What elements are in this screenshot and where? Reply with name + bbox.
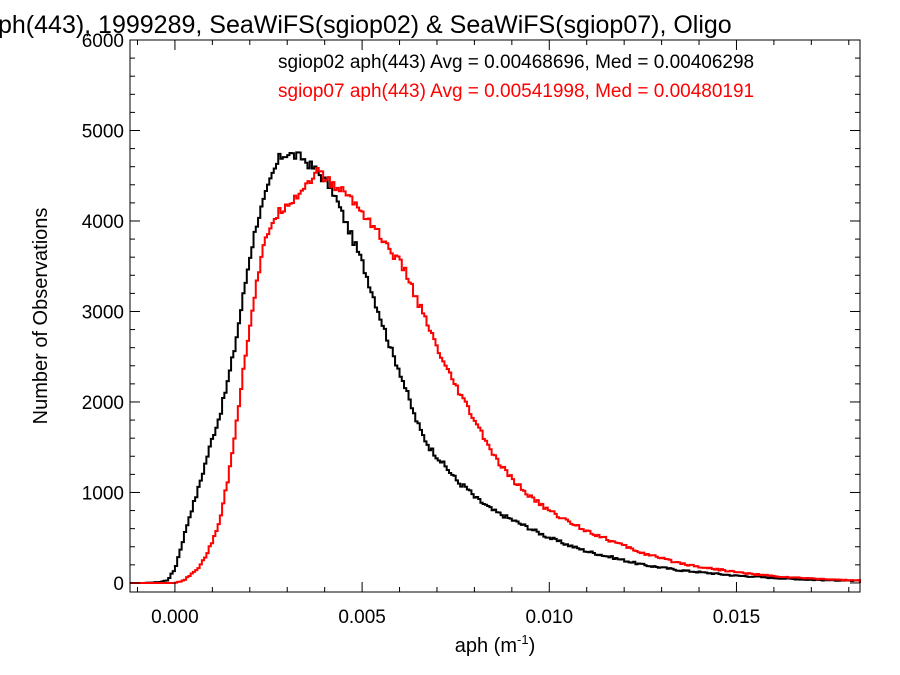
legend-entry-sgiop02: sgiop02 aph(443) Avg = 0.00468696, Med =… — [278, 52, 754, 73]
plot-frame — [129, 39, 861, 593]
legend-entry-sgiop07: sgiop07 aph(443) Avg = 0.00541998, Med =… — [278, 81, 754, 102]
y-tick-label: 3000 — [82, 302, 124, 323]
x-axis-label-main: aph (m — [455, 635, 517, 657]
y-tick-label: 6000 — [82, 31, 124, 52]
x-tick-label: 0.005 — [338, 607, 386, 628]
histogram-series-sgiop07 — [130, 167, 861, 584]
x-axis-label-close: ) — [529, 635, 536, 657]
x-tick-label: 0.000 — [151, 607, 199, 628]
y-tick-label: 2000 — [82, 393, 124, 414]
x-axis-label: aph (m-1) — [455, 632, 535, 657]
y-axis-label: Number of Observations — [30, 208, 52, 425]
y-axis-tick-labels: 0 1000 2000 3000 4000 5000 6000 — [82, 31, 124, 595]
chart-title: ph(443), 1999289, SeaWiFS(sgiop02) & Sea… — [0, 11, 732, 39]
legend: sgiop02 aph(443) Avg = 0.00468696, Med =… — [278, 52, 754, 102]
y-tick-label: 0 — [113, 574, 124, 595]
x-tick-label: 0.015 — [713, 607, 761, 628]
y-tick-label: 5000 — [82, 121, 124, 142]
x-axis-label-superscript: -1 — [517, 632, 529, 647]
x-axis-tick-labels: 0.000 0.005 0.010 0.015 — [151, 607, 760, 628]
plot-area — [130, 151, 861, 584]
y-tick-label: 1000 — [82, 483, 124, 504]
x-tick-label: 0.010 — [526, 607, 574, 628]
y-tick-label: 4000 — [82, 212, 124, 233]
axis-ticks — [130, 39, 860, 592]
histogram-series-sgiop02 — [130, 151, 861, 584]
